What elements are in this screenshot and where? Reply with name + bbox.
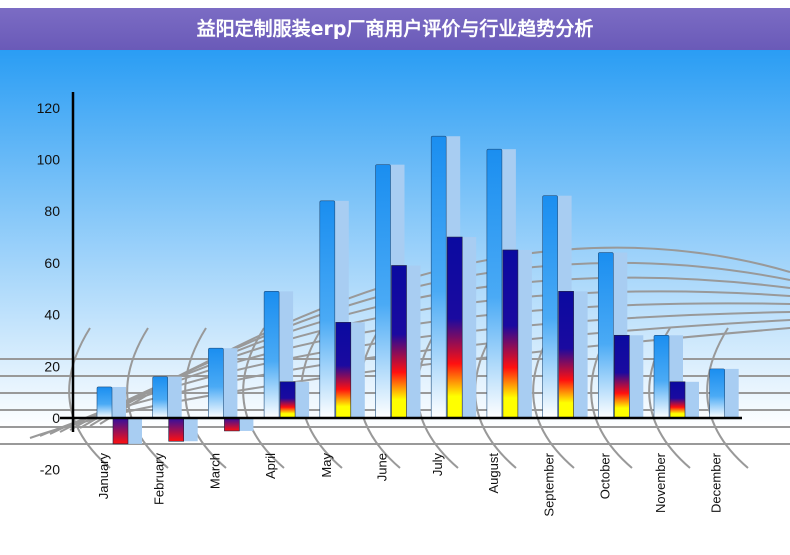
grid-arc: [242, 327, 285, 469]
bar-series-1: [152, 376, 168, 419]
bar-shadow: [462, 237, 477, 418]
x-tick-label: June: [375, 453, 390, 481]
y-tick-label: -20: [40, 462, 60, 478]
y-tick-label: 40: [44, 307, 60, 323]
bar-shadow: [239, 418, 254, 431]
top-strip: [0, 0, 790, 8]
bar-shadow: [629, 335, 644, 418]
bar-shadow: [724, 368, 739, 418]
y-tick-label: 60: [44, 255, 60, 271]
bar-series-2: [168, 417, 184, 442]
bar-series-1: [486, 148, 503, 419]
bar-shadow: [112, 386, 126, 418]
x-tick-label: October: [597, 452, 612, 499]
x-tick-label: April: [263, 453, 278, 479]
grid-arc: [126, 327, 169, 469]
bar-series-1: [263, 291, 280, 419]
bar-series-2: [669, 381, 686, 419]
grid-arc: [68, 327, 111, 469]
bar-series-1: [542, 195, 558, 419]
grid-arc: [184, 327, 227, 469]
bar-chart: January February March April May June July Augu…: [0, 50, 790, 555]
x-tick-label: December: [709, 452, 724, 513]
bar-series-1: [208, 347, 224, 419]
bar-shadow: [350, 322, 365, 418]
bar-shadow: [183, 418, 198, 442]
bar-series-1: [430, 135, 447, 419]
y-tick-label: 100: [37, 152, 61, 168]
y-tick-label: 0: [52, 410, 60, 426]
y-tick-label: 120: [37, 100, 61, 116]
bar-series-2: [279, 381, 296, 419]
bar-shadow: [685, 381, 699, 418]
bar-shadow: [517, 249, 532, 418]
bar-shadow: [406, 265, 421, 418]
y-tick-label: 80: [44, 203, 60, 219]
bar-series-1: [96, 386, 113, 419]
x-tick-label: July: [430, 453, 445, 477]
x-tick-label: September: [542, 452, 557, 516]
bar-series-2: [502, 249, 519, 419]
x-tick-label: January: [96, 453, 111, 500]
bar-series-2: [446, 236, 463, 419]
bar-shadow: [573, 291, 588, 418]
bar-shadow: [128, 418, 142, 444]
bar-series-1: [709, 368, 726, 419]
x-tick-label: November: [653, 452, 668, 513]
x-tick-label: March: [207, 453, 222, 489]
bar-series-2: [558, 291, 574, 419]
bar-series-2: [335, 322, 352, 419]
bar-series-1: [653, 334, 670, 419]
bar-shadow: [167, 376, 182, 418]
bar-series-2: [613, 334, 630, 419]
bar-series-2: [391, 265, 407, 419]
bar-series-1: [319, 200, 336, 419]
bar-series-1: [375, 164, 391, 419]
x-tick-label: August: [486, 453, 501, 494]
bar-shadow: [223, 348, 238, 418]
y-tick-label: 20: [44, 358, 60, 374]
grid-arc: [706, 327, 749, 469]
bar-series-2: [112, 417, 129, 445]
bar-shadow: [295, 381, 310, 418]
bar-series-1: [597, 252, 614, 419]
x-tick-label: May: [319, 453, 334, 478]
page-title: 益阳定制服装erp厂商用户评价与行业趋势分析: [0, 8, 790, 50]
x-tick-label: February: [152, 453, 167, 506]
bar-series-2: [224, 417, 240, 432]
